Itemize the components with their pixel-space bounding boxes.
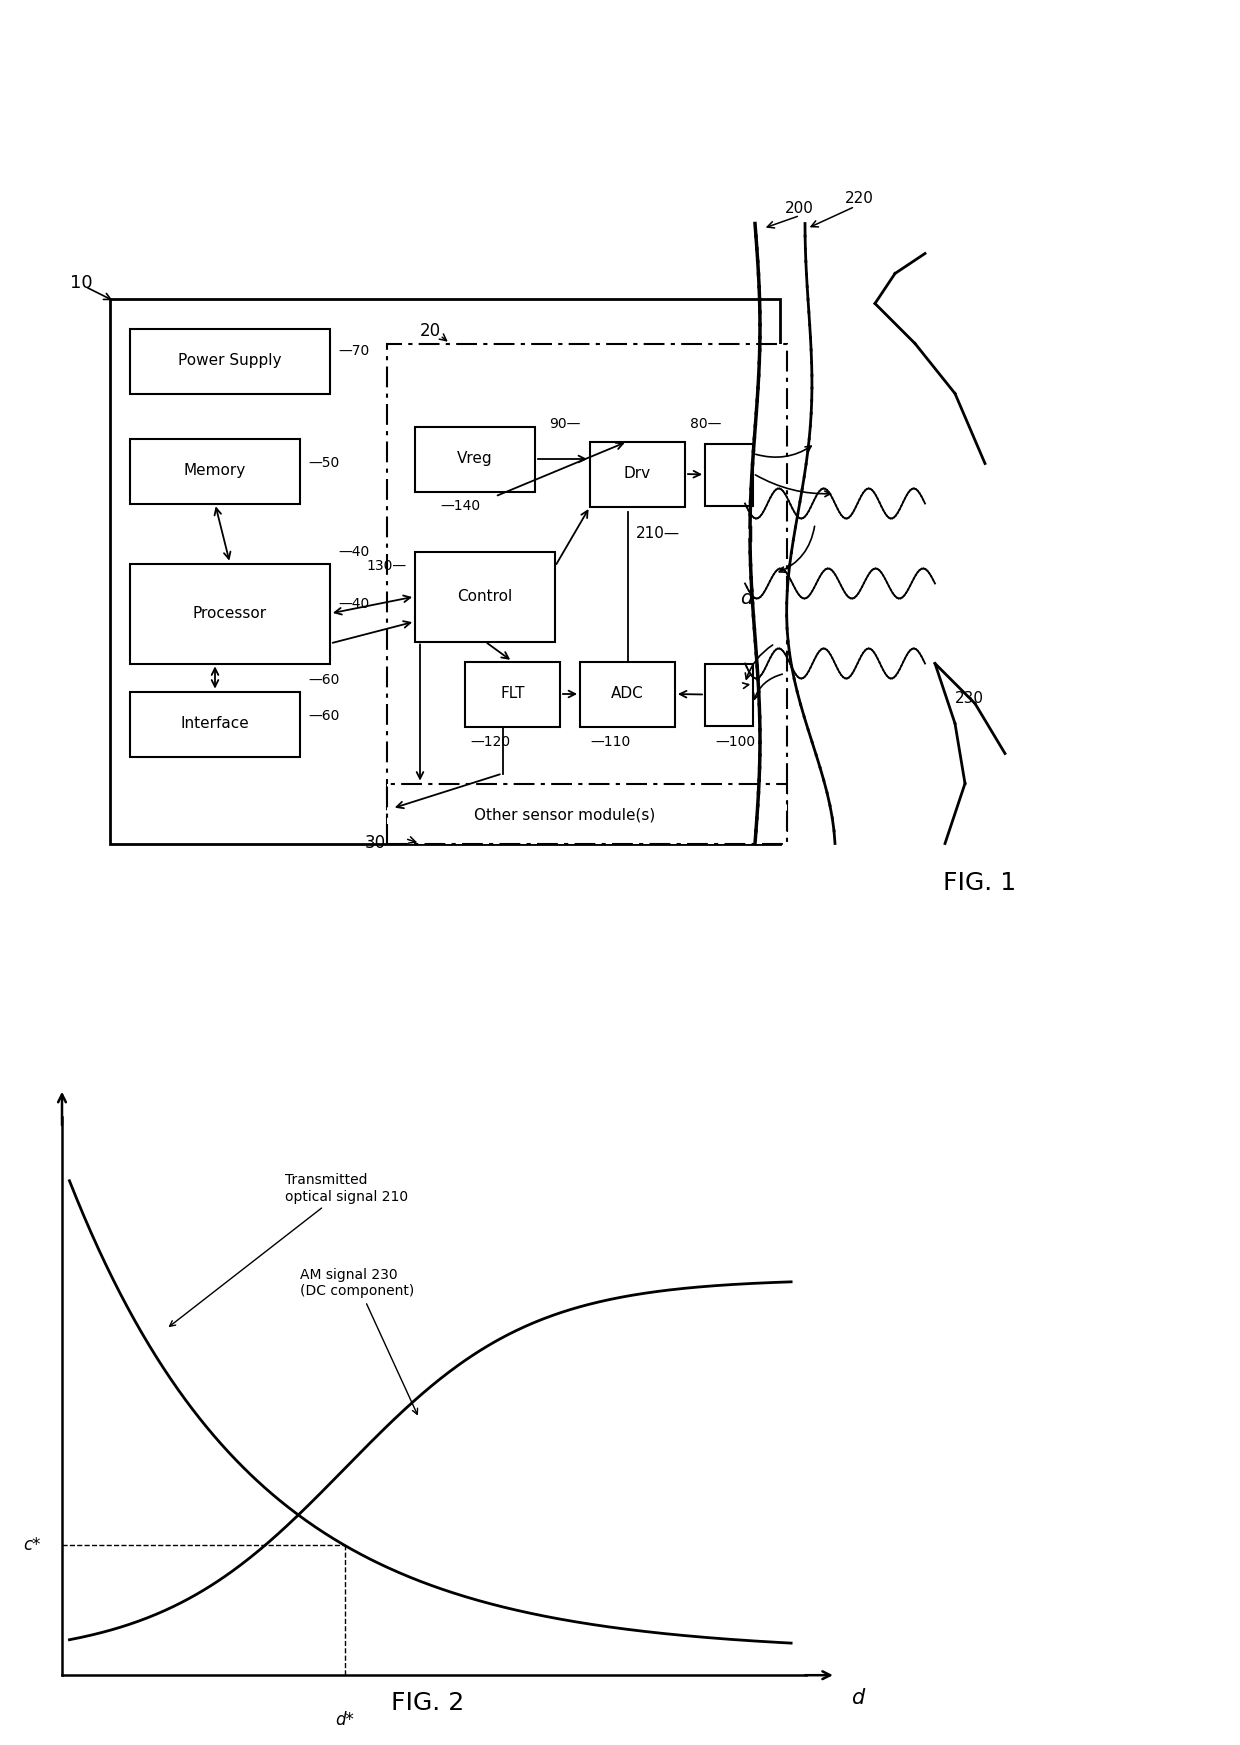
Text: Power Supply: Power Supply — [179, 354, 281, 368]
Text: AM signal 230
(DC component): AM signal 230 (DC component) — [300, 1269, 418, 1415]
Bar — [706, 663, 753, 726]
Text: FIG. 1: FIG. 1 — [944, 871, 1017, 895]
Text: Memory: Memory — [184, 464, 246, 478]
Bar — [110, 298, 780, 843]
Text: —40: —40 — [339, 544, 370, 558]
Text: Drv: Drv — [624, 466, 651, 482]
Text: d: d — [852, 1687, 864, 1708]
Text: d*: d* — [335, 1710, 355, 1729]
Text: 80—: 80— — [689, 417, 722, 431]
Bar — [580, 661, 675, 726]
Text: c*: c* — [24, 1536, 41, 1555]
Text: 130—: 130— — [367, 558, 407, 572]
Text: —70: —70 — [339, 344, 370, 358]
Text: FLT: FLT — [500, 686, 525, 701]
Text: —50: —50 — [308, 455, 340, 469]
Text: ADC: ADC — [611, 686, 644, 701]
Bar — [415, 551, 556, 642]
Text: 210—: 210— — [636, 525, 680, 541]
Bar — [415, 426, 534, 492]
Bar — [590, 441, 684, 506]
Text: —120: —120 — [470, 735, 510, 749]
Text: FIG. 2: FIG. 2 — [391, 1691, 465, 1715]
Text: 10: 10 — [69, 274, 93, 293]
Text: Processor: Processor — [193, 606, 267, 621]
Text: Other sensor module(s): Other sensor module(s) — [475, 808, 656, 824]
Text: —60: —60 — [308, 672, 340, 686]
Text: —40: —40 — [339, 597, 370, 611]
Bar — [465, 661, 560, 726]
Text: Control: Control — [458, 590, 512, 604]
Bar — [706, 443, 753, 506]
Text: Vreg: Vreg — [458, 452, 492, 466]
Text: d: d — [740, 590, 753, 607]
Text: 30: 30 — [365, 834, 386, 853]
Text: 90—: 90— — [548, 417, 580, 431]
Bar — [130, 564, 330, 663]
Text: —140: —140 — [440, 499, 480, 513]
Bar — [387, 344, 787, 834]
Text: 230: 230 — [955, 691, 985, 707]
Bar — [130, 691, 300, 757]
Text: —60: —60 — [308, 708, 340, 722]
Bar — [130, 328, 330, 394]
Text: 220: 220 — [844, 190, 874, 206]
Text: —100: —100 — [715, 735, 755, 749]
Bar — [130, 438, 300, 504]
Bar — [387, 784, 787, 843]
Text: Interface: Interface — [181, 717, 249, 731]
Text: 20: 20 — [420, 323, 441, 340]
Text: Transmitted
optical signal 210: Transmitted optical signal 210 — [170, 1173, 408, 1326]
Text: —110: —110 — [590, 735, 630, 749]
Text: 200: 200 — [785, 201, 813, 216]
